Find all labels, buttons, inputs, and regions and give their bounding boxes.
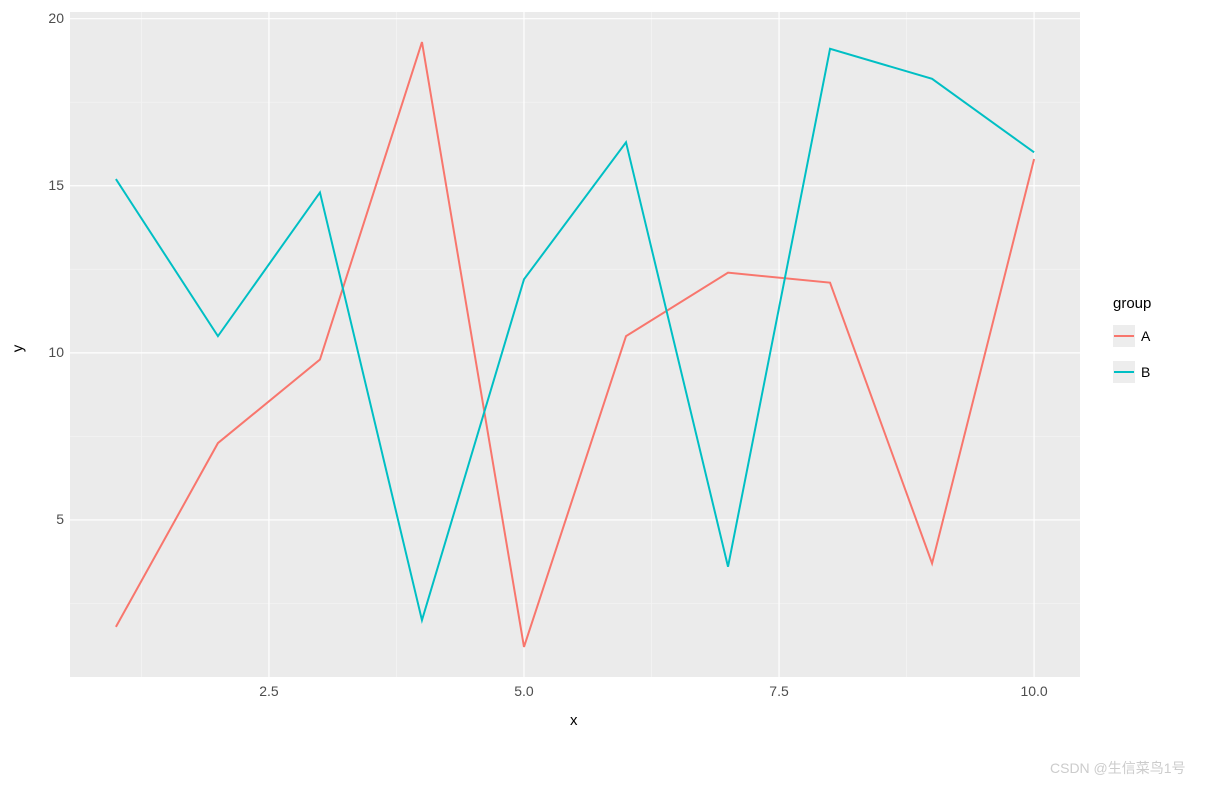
x-tick-label: 2.5 [254,683,284,699]
legend-label: A [1141,328,1150,344]
chart-container: y x group AB CSDN @生信菜鸟1号 2.55.07.510.0 … [0,0,1227,786]
x-tick-label: 5.0 [509,683,539,699]
legend-key [1113,325,1135,347]
y-tick-label: 15 [40,177,64,193]
y-tick-label: 10 [40,344,64,360]
plot-svg [70,12,1080,677]
legend-item-A: A [1113,325,1150,347]
legend-title: group [1113,295,1151,312]
legend-key [1113,361,1135,383]
x-tick-label: 10.0 [1019,683,1049,699]
y-tick-label: 20 [40,10,64,26]
watermark: CSDN @生信菜鸟1号 [1050,758,1186,778]
y-tick-label: 5 [40,511,64,527]
y-axis-label: y [9,345,26,353]
legend-item-B: B [1113,361,1150,383]
legend-label: B [1141,364,1150,380]
x-tick-label: 7.5 [764,683,794,699]
x-axis-label: x [570,712,578,729]
